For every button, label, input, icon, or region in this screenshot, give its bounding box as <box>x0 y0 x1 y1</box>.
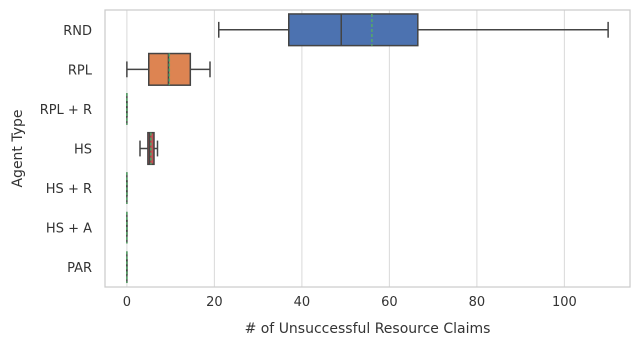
y-tick-labels: RND RPL RPL + R HS HS + R HS + A PAR <box>40 24 93 276</box>
x-tick-label: 40 <box>294 295 311 310</box>
y-tick-label: HS <box>74 143 92 158</box>
y-tick-label: HS + A <box>46 222 92 237</box>
y-tick-label: RPL + R <box>40 103 92 118</box>
box-rnd <box>218 13 609 47</box>
y-tick-label: RPL <box>68 63 93 78</box>
y-tick-label: HS + R <box>46 182 92 197</box>
y-tick-label: PAR <box>67 261 92 276</box>
x-tick-label: 80 <box>469 295 486 310</box>
box-hs <box>139 131 159 166</box>
box-rpl <box>126 52 211 86</box>
x-tick-label: 100 <box>552 295 577 310</box>
plot-frame <box>104 9 631 288</box>
x-tick-label: 20 <box>206 295 223 310</box>
y-tick-label: RND <box>63 24 92 39</box>
x-axis-label: # of Unsuccessful Resource Claims <box>245 321 491 337</box>
grid-lines <box>126 10 565 287</box>
box-body <box>288 13 419 47</box>
x-tick-label: 0 <box>123 295 131 310</box>
x-tick-labels: 0 20 40 60 80 100 <box>123 295 577 310</box>
box-series <box>126 13 609 284</box>
x-tick-label: 60 <box>381 295 398 310</box>
y-axis-label: Agent Type <box>10 109 26 187</box>
